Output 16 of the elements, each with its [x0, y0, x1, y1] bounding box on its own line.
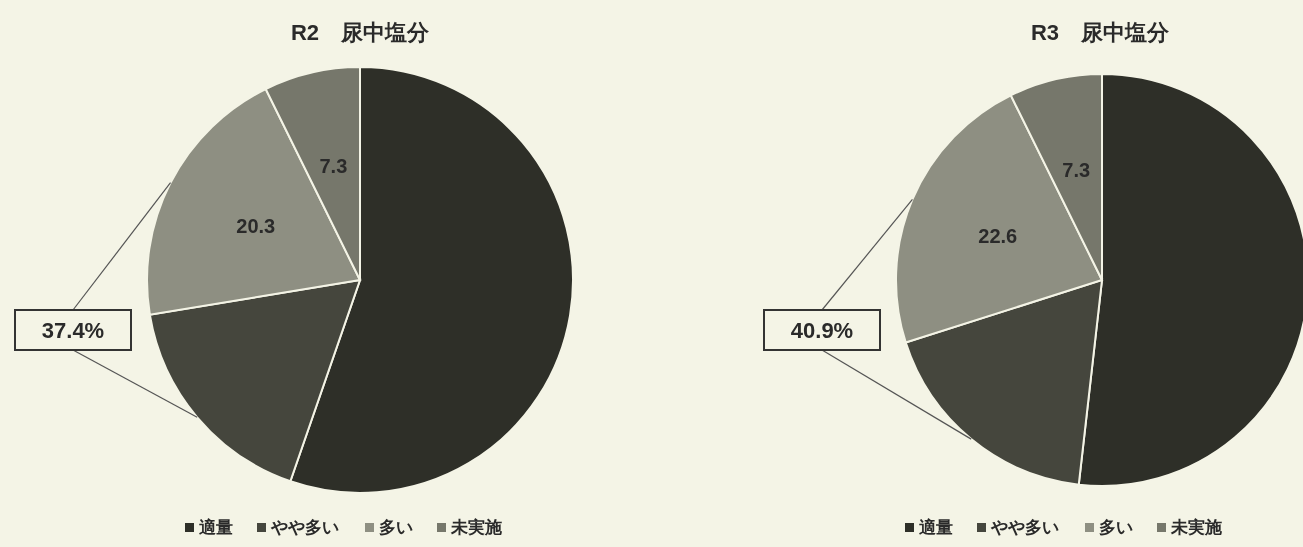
legend-label: 多い	[1099, 518, 1133, 537]
chart-title: R3 尿中塩分	[1030, 20, 1171, 45]
chart-title: R2 尿中塩分	[290, 20, 431, 45]
text: 40.9%	[790, 318, 854, 343]
text: 37.4%	[41, 318, 105, 343]
legend-label: 適量	[919, 518, 953, 537]
legend-label: 未実施	[450, 518, 503, 537]
data-label: 20.3	[236, 215, 276, 238]
legend-label: 適量	[199, 518, 233, 537]
data-label: 7.3	[319, 154, 348, 177]
legend-label: やや多い	[990, 518, 1059, 537]
data-label: 22.6	[978, 224, 1018, 247]
legend-label: 未実施	[1170, 518, 1223, 537]
legend-label: やや多い	[270, 518, 339, 537]
data-label: 7.3	[1062, 158, 1091, 181]
legend-label: 多い	[379, 518, 413, 537]
